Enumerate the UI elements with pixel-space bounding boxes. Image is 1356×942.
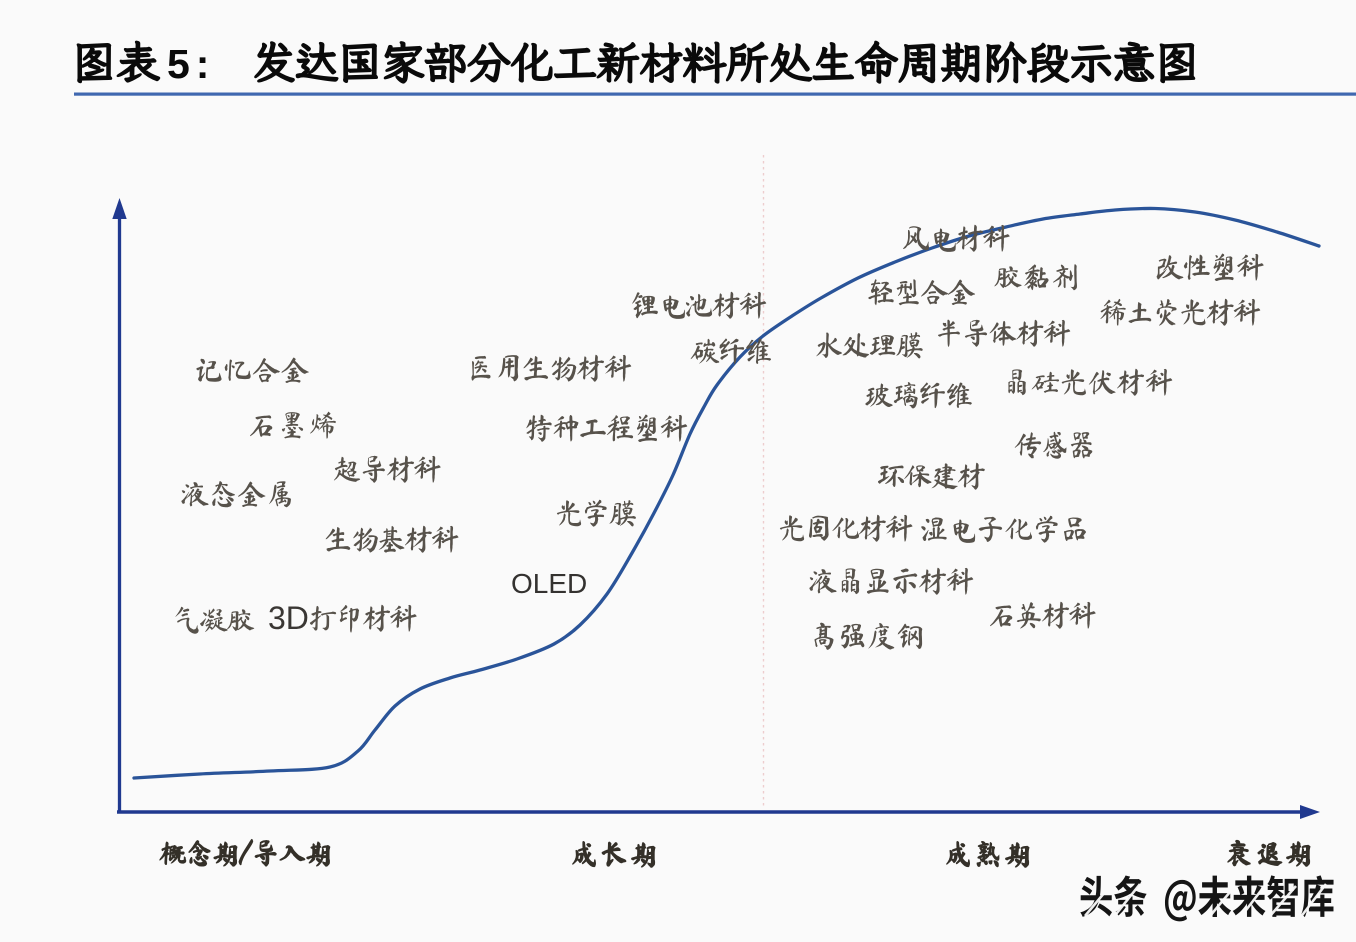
svg-text:5:: 5:: [167, 41, 215, 87]
svg-text:OLED: OLED: [511, 568, 587, 599]
svg-text:3D: 3D: [268, 600, 309, 636]
